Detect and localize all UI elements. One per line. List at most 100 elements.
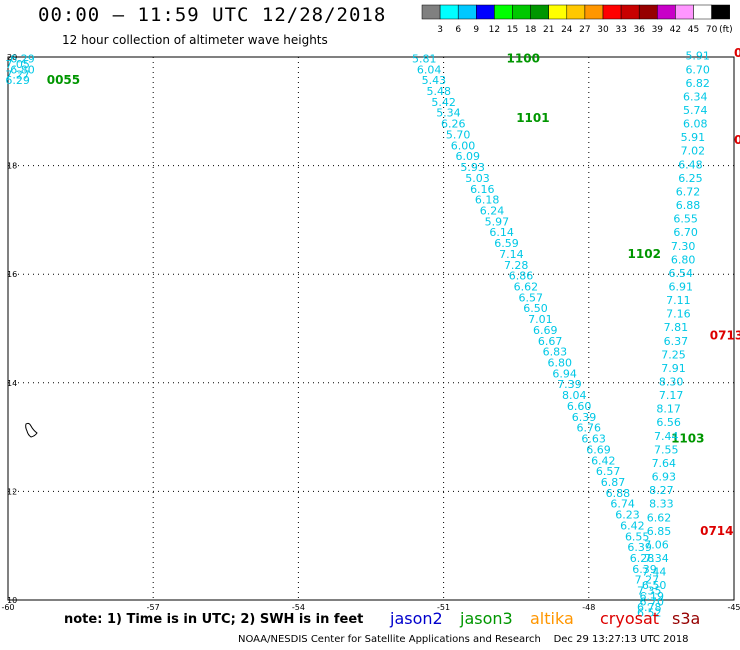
wave-height-value: 5.42	[431, 96, 456, 109]
wave-height-value: 6.37	[664, 335, 689, 348]
wave-height-value: 6.70	[685, 63, 710, 76]
x-tick-label: -48	[582, 603, 595, 612]
wave-height-value: 5.97	[485, 215, 510, 228]
wave-height-value: 5.34	[436, 107, 461, 120]
wave-height-value: 6.80	[10, 63, 35, 76]
y-tick-label: 12	[7, 487, 17, 496]
wave-height-value: 6.74	[610, 498, 635, 511]
wave-height-value: 7.25	[661, 348, 686, 361]
wave-height-value: 7.27	[5, 69, 30, 82]
x-tick-label: -51	[437, 603, 450, 612]
colorbar-tick-label: 42	[670, 25, 681, 35]
wave-height-value: 6.29	[5, 74, 30, 87]
wave-height-value: 7.14	[499, 248, 524, 261]
wave-height-value: 7.34	[644, 552, 669, 565]
wave-height-value: 6.29	[10, 52, 35, 65]
wave-height-value: 6.23	[615, 509, 640, 522]
wave-height-value: 6.39	[632, 563, 657, 576]
y-tick-label: 14	[7, 379, 17, 388]
wave-height-value: 6.28	[630, 552, 655, 565]
wave-height-value: 7.35	[637, 585, 662, 598]
wave-height-value: 6.88	[676, 199, 701, 212]
wave-height-value: 5.03	[465, 172, 490, 185]
wave-height-value: 6.55	[625, 530, 650, 543]
colorbar-tick-label: 18	[525, 25, 537, 35]
colorbar-tick-label: 39	[652, 25, 664, 35]
colorbar-tick-label: 12	[489, 25, 500, 35]
wave-height-value: 6.93	[652, 471, 677, 484]
legend-item-s3a: s3a	[672, 609, 701, 628]
colorbar-tick-label: 9	[473, 25, 479, 35]
legend-item-jason3: jason3	[460, 609, 513, 628]
wave-height-value: 7.44	[642, 566, 667, 579]
wave-height-value: 6.57	[596, 465, 621, 478]
track-time-label: 1101	[516, 111, 549, 125]
y-tick-label: 20	[7, 53, 17, 62]
wave-height-value: 6.86	[509, 270, 534, 283]
colorbar-tick-label: 6	[455, 25, 461, 35]
wave-height-value: 6.82	[685, 77, 710, 90]
wave-height-value: 8.04	[562, 389, 587, 402]
wave-height-value: 7.11	[666, 294, 691, 307]
x-tick-label: -57	[147, 603, 160, 612]
wave-height-value: 6.76	[577, 422, 602, 435]
wave-height-value: 6.24	[480, 204, 505, 217]
colorbar-tick-label: 36	[633, 25, 645, 35]
track-time-label: 1102	[628, 247, 661, 261]
wave-height-value: 6.69	[533, 324, 558, 337]
wave-height-value: 5.93	[460, 161, 485, 174]
wave-height-value: 6.87	[601, 476, 626, 489]
wave-height-value: 5.70	[446, 128, 471, 141]
wave-height-value: 5.48	[427, 85, 452, 98]
plot-frame	[7, 56, 735, 601]
wave-height-value: 7.81	[664, 321, 689, 334]
legend-item-altika: altika	[530, 609, 574, 628]
island-outline	[25, 422, 38, 438]
colorbar-tick-label: 33	[615, 25, 626, 35]
track-time-label: 0712	[734, 133, 740, 147]
wave-height-value: 5.43	[422, 74, 447, 87]
wave-height-value: 6.59	[494, 237, 519, 250]
wave-height-value: 6.52	[637, 606, 662, 619]
wave-height-value: 6.04	[417, 63, 442, 76]
wave-height-value: 6.42	[591, 454, 616, 467]
wave-height-value: 6.08	[683, 118, 708, 131]
wave-height-value: 8.30	[659, 376, 684, 389]
wave-height-value: 5.91	[685, 50, 710, 63]
wave-height-value: 6.26	[441, 118, 466, 131]
wave-height-value: 6.62	[514, 280, 539, 293]
wave-height-value: 7.39	[557, 378, 582, 391]
wave-height-value: 6.39	[572, 411, 597, 424]
x-tick-label: -60	[1, 603, 14, 612]
wave-height-value: 6.78	[637, 601, 662, 614]
wave-height-value: 6.42	[620, 519, 645, 532]
wave-height-value: 6.60	[567, 400, 592, 413]
wave-height-value: 7.06	[644, 538, 669, 551]
track-time-label: 1103	[671, 432, 704, 446]
wave-height-value: 7.28	[504, 259, 529, 272]
footer-note: note: 1) Time is in UTC; 2) SWH is in fe…	[64, 612, 364, 627]
wave-height-value: 6.16	[470, 183, 495, 196]
wave-height-value: 6.34	[683, 90, 708, 103]
wave-height-value: 7.05	[5, 58, 30, 71]
wave-height-value: 6.25	[678, 172, 703, 185]
wave-height-value: 6.88	[606, 487, 631, 500]
colorbar-tick-label: 45	[688, 25, 699, 35]
wave-height-value: 6.54	[669, 267, 694, 280]
wave-height-value: 7.44	[654, 430, 679, 443]
wave-height-value: 7.17	[659, 389, 684, 402]
colorbar-swatch	[711, 4, 730, 20]
colorbar-tick-label: 21	[543, 25, 554, 35]
chart-subtitle: 12 hour collection of altimeter wave hei…	[62, 33, 328, 47]
wave-height-value: 6.70	[673, 226, 698, 239]
wave-height-value: 8.17	[656, 403, 681, 416]
colorbar-tick-label: 3	[437, 25, 443, 35]
colorbar-tick-label: 15	[507, 25, 518, 35]
wave-height-value: 5.81	[412, 52, 437, 65]
colorbar-tick-label: 24	[561, 25, 573, 35]
wave-height-value: 8.33	[649, 498, 674, 511]
x-tick-label: -45	[727, 603, 740, 612]
wave-height-value: 6.14	[489, 226, 514, 239]
track-time-label: 0055	[47, 73, 80, 87]
wave-height-value: 6.50	[642, 579, 667, 592]
